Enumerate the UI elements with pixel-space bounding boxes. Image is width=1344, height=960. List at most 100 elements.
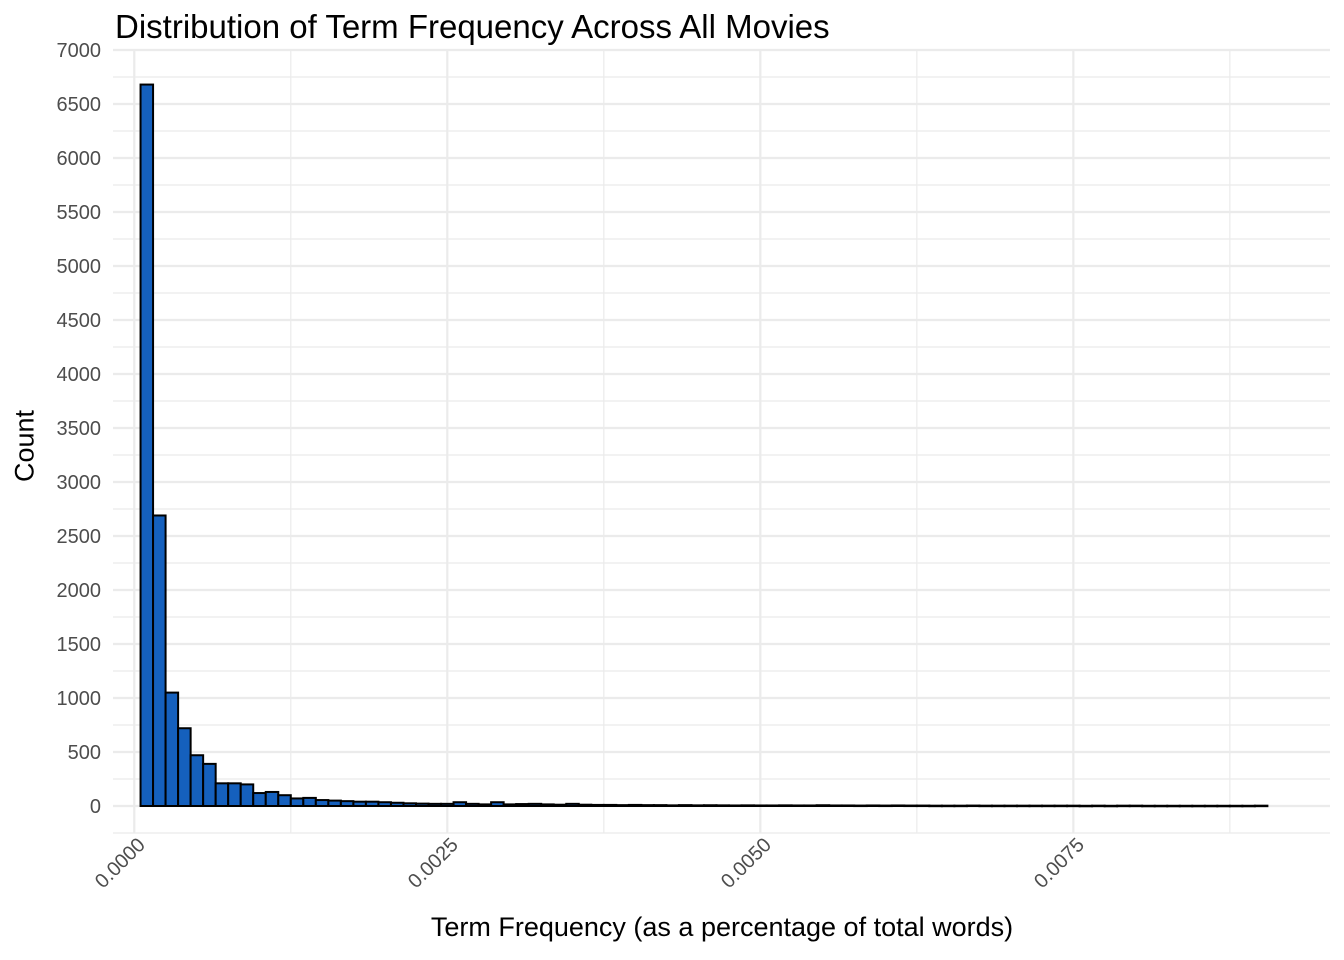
histogram-bar <box>339 800 355 808</box>
histogram-bar <box>1253 804 1269 808</box>
histogram-bar <box>828 804 843 808</box>
histogram-bar <box>540 803 555 808</box>
histogram-bar <box>1028 804 1044 808</box>
histogram-bar <box>728 804 743 808</box>
histogram-bar <box>1153 804 1169 808</box>
histogram-bar <box>778 804 793 807</box>
histogram-bar <box>665 804 680 807</box>
histogram-bar <box>239 783 255 808</box>
histogram-bar <box>264 790 280 808</box>
histogram-bar <box>677 804 693 807</box>
histogram-bar <box>1228 804 1244 808</box>
x-axis-ticks: 0.0000 0.0025 0.0050 0.0075 <box>91 834 1089 893</box>
histogram-bar <box>252 792 267 807</box>
chart-title: Distribution of Term Frequency Across Al… <box>115 8 830 45</box>
minor-grid <box>113 50 1330 834</box>
histogram-bar <box>1041 804 1056 808</box>
x-tick-label: 0.0025 <box>404 834 463 893</box>
histogram-bar <box>1191 804 1206 808</box>
histogram-bar <box>627 803 643 807</box>
x-axis-label: Term Frequency (as a percentage of total… <box>430 912 1014 942</box>
histogram-bar <box>1015 804 1031 808</box>
histogram-bar <box>139 83 155 807</box>
major-grid <box>113 48 1330 833</box>
histogram-bar <box>227 782 242 808</box>
histogram-bar <box>903 804 918 808</box>
histogram-bar <box>1116 804 1131 808</box>
histogram-bar <box>790 804 806 808</box>
histogram-bar <box>352 800 367 807</box>
histogram-bar <box>1103 804 1119 808</box>
histogram-bar <box>1053 804 1069 808</box>
histogram-bar <box>602 803 618 807</box>
histogram-bar <box>1241 804 1256 808</box>
y-tick-label: 2500 <box>57 526 102 548</box>
y-tick-label: 6000 <box>57 148 102 170</box>
y-tick-label: 4000 <box>57 364 102 386</box>
histogram-bar <box>715 804 731 807</box>
histogram-bar <box>427 802 443 808</box>
histogram-bar <box>402 802 417 807</box>
histogram-bar <box>1003 804 1018 808</box>
y-tick-label: 5000 <box>57 256 102 278</box>
histogram-bar <box>840 804 856 808</box>
histogram-bar <box>465 802 480 808</box>
x-tick-label: 0.0050 <box>717 834 776 893</box>
y-tick-label: 500 <box>68 742 101 764</box>
histogram-bar <box>740 804 756 807</box>
histogram-bar <box>452 801 468 807</box>
histogram-bar <box>515 803 530 808</box>
histogram-bar <box>202 762 217 808</box>
histogram-bar <box>615 804 630 807</box>
histogram-bar <box>1166 804 1181 808</box>
histogram-bar <box>177 727 192 807</box>
histogram-bar <box>152 514 167 807</box>
x-tick-label: 0.0075 <box>1030 834 1089 893</box>
histogram-bar <box>277 794 292 808</box>
histogram-bar <box>702 804 718 808</box>
histogram-bar <box>640 804 655 807</box>
histogram-bar <box>590 803 605 807</box>
histogram-bar <box>1091 804 1106 808</box>
y-tick-label: 5500 <box>57 202 102 224</box>
histogram-bar <box>364 800 380 807</box>
histogram-bar <box>803 804 818 808</box>
histogram-bar <box>552 803 568 807</box>
histogram-bar <box>1141 804 1156 808</box>
histogram-bar <box>214 782 230 808</box>
histogram-bar <box>189 754 205 807</box>
histogram-bar <box>953 804 968 808</box>
histogram-bar <box>765 804 781 808</box>
histogram-bar <box>289 797 305 808</box>
y-tick-label: 7000 <box>57 40 102 62</box>
histogram-bar <box>853 804 868 808</box>
histogram-bar <box>1066 804 1081 808</box>
y-tick-label: 0 <box>90 796 101 818</box>
histogram-bar <box>377 801 392 807</box>
y-axis-ticks: 0 500 1000 1500 2000 2500 3000 3500 4000 4500 5000… <box>57 40 102 818</box>
histogram-bar <box>652 804 668 807</box>
histogram-bar <box>327 799 342 807</box>
y-tick-label: 1500 <box>57 634 102 656</box>
histogram-bar <box>865 804 881 808</box>
histogram-bar <box>502 803 518 808</box>
histogram-bar <box>389 801 405 808</box>
histogram-bar <box>878 804 893 808</box>
histogram-bar <box>302 796 317 808</box>
histogram-bar <box>978 804 993 808</box>
histogram-bar <box>577 803 593 807</box>
histogram-bar <box>1216 804 1231 808</box>
x-tick-label: 0.0000 <box>91 834 150 893</box>
y-tick-label: 1000 <box>57 688 102 710</box>
histogram-bar <box>890 804 906 808</box>
histogram-bar <box>565 802 580 808</box>
y-tick-label: 3500 <box>57 418 102 440</box>
y-tick-label: 3000 <box>57 472 102 494</box>
histogram-bar <box>164 691 180 807</box>
histogram-bar <box>1128 804 1144 808</box>
y-tick-label: 6500 <box>57 94 102 116</box>
histogram-bar <box>1178 804 1194 808</box>
histogram-bar <box>440 802 455 808</box>
y-tick-label: 2000 <box>57 580 102 602</box>
